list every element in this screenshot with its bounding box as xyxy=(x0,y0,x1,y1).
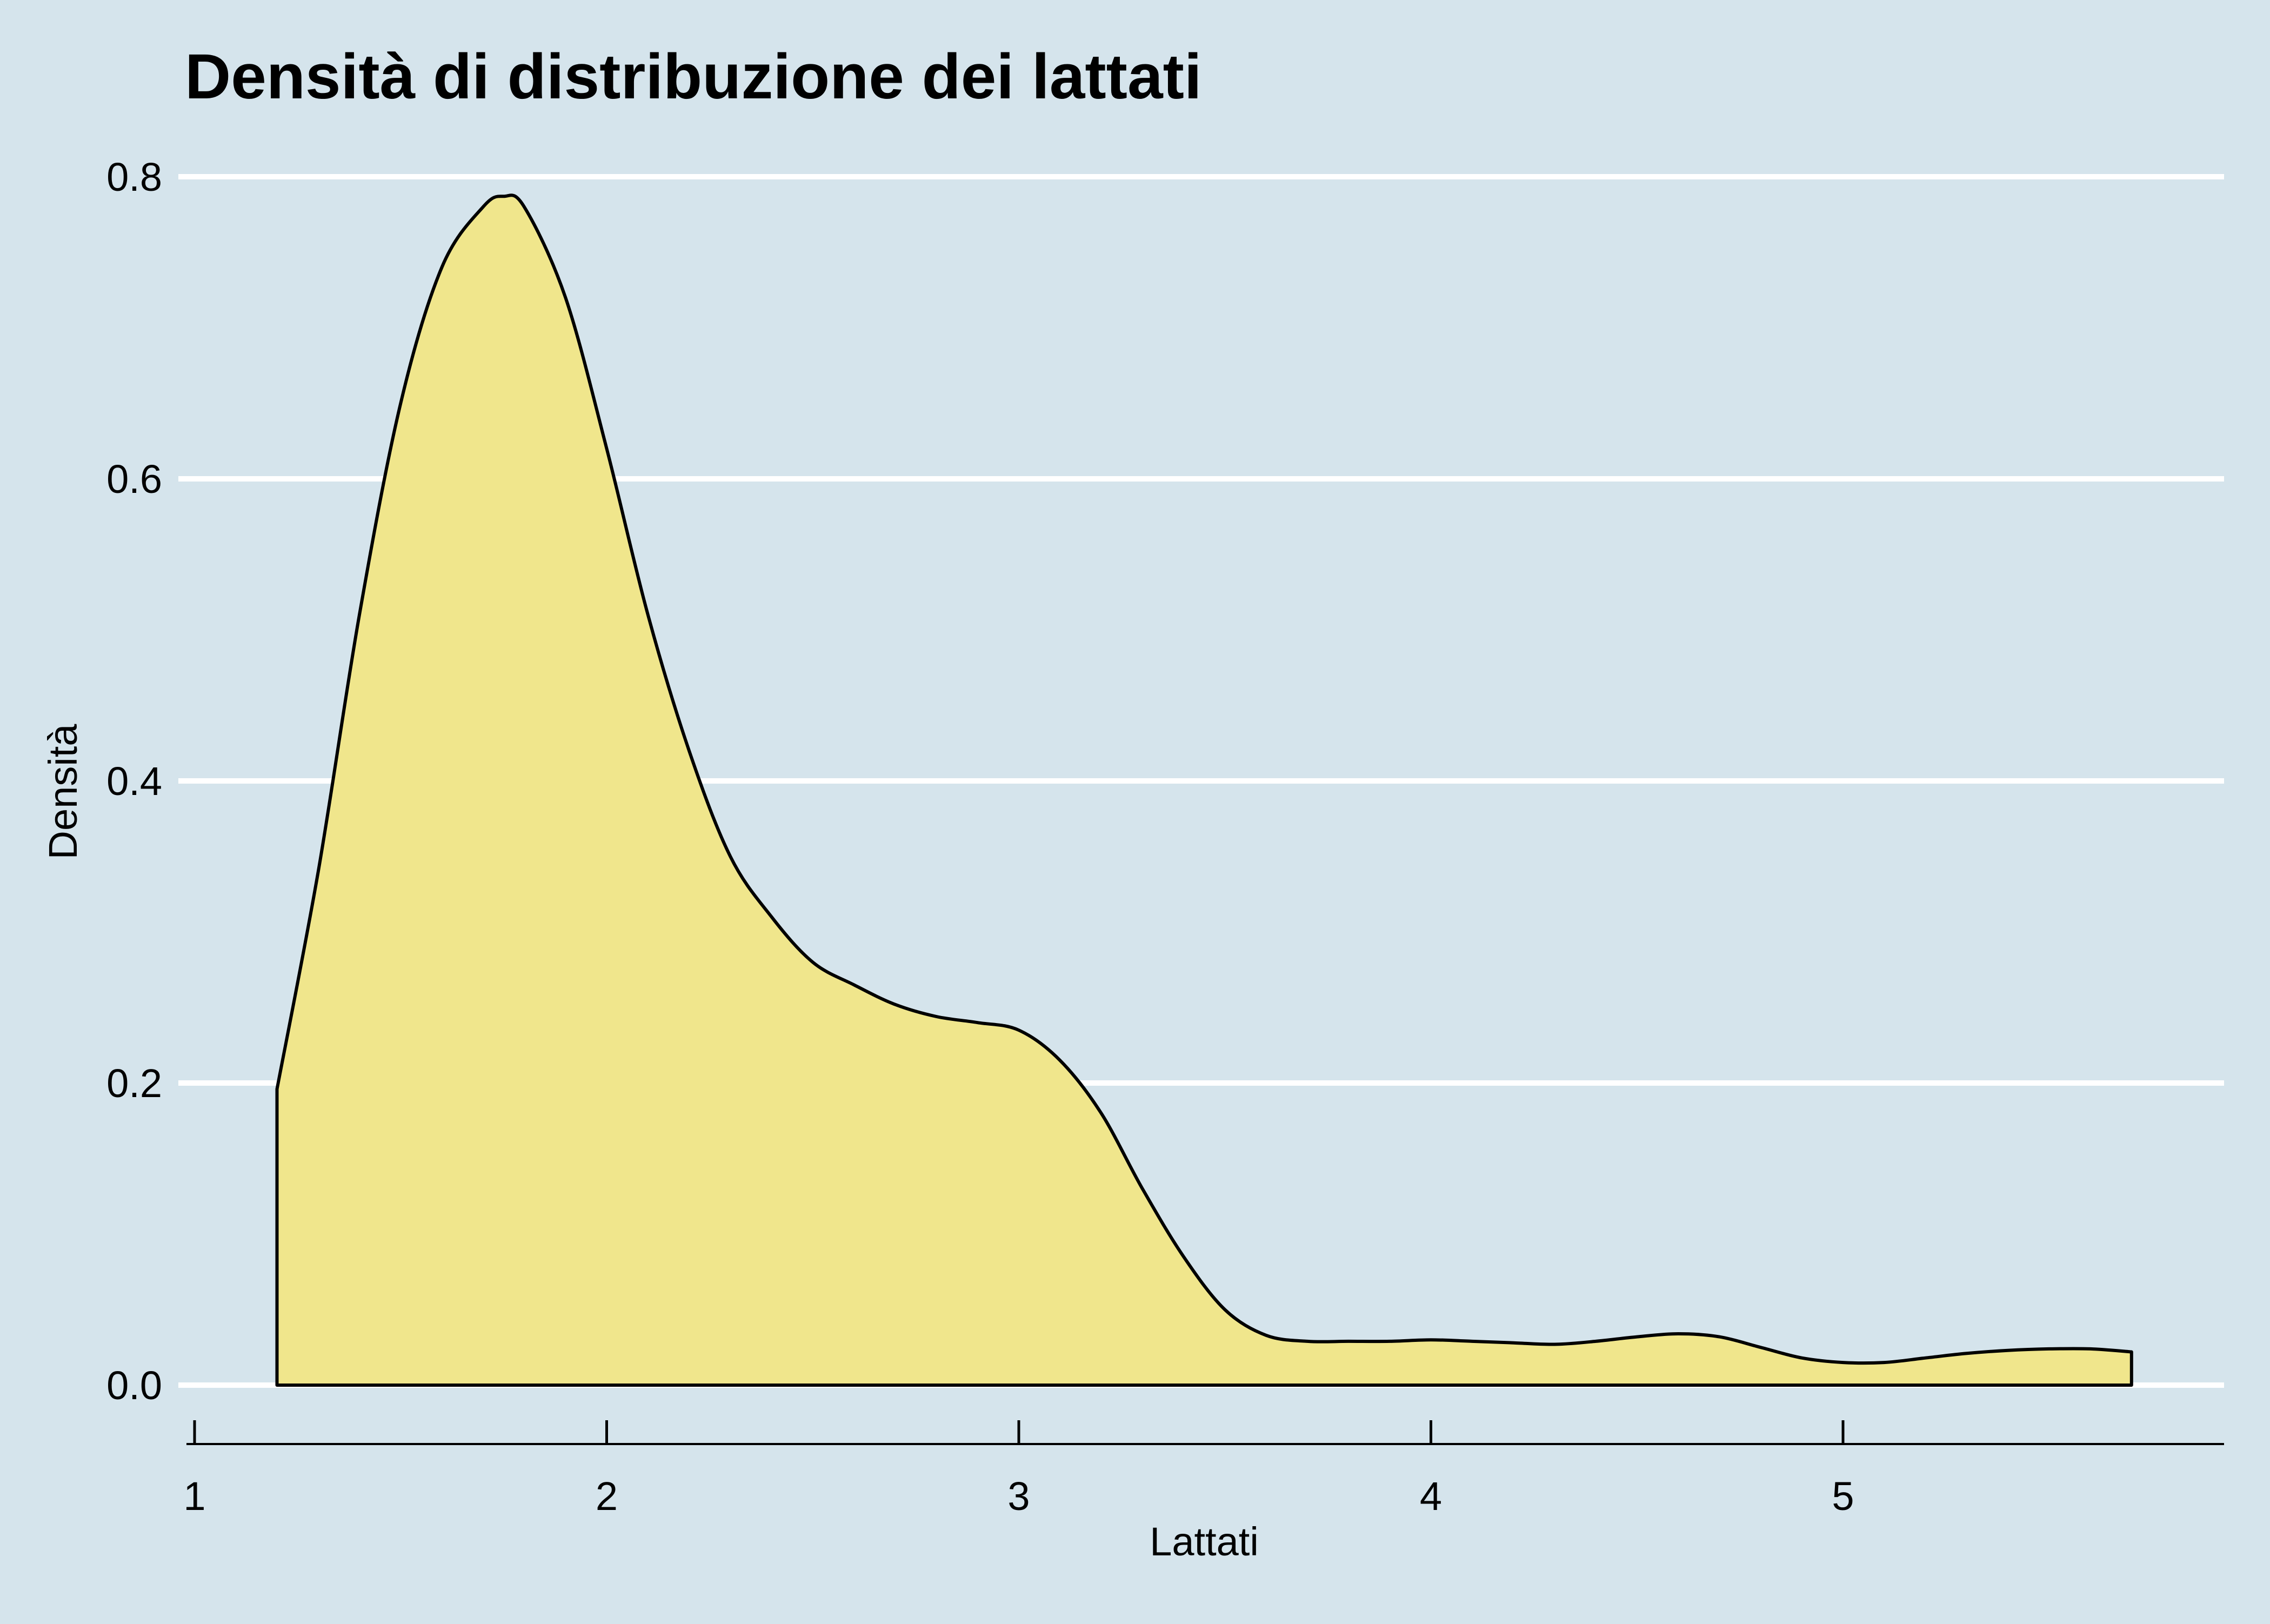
x-tick-label: 4 xyxy=(1420,1474,1442,1519)
x-tick-label: 1 xyxy=(183,1474,205,1519)
x-tick-label: 3 xyxy=(1007,1474,1030,1519)
y-tick-label: 0.8 xyxy=(106,155,162,199)
y-tick-label: 0.4 xyxy=(106,759,162,804)
y-tick-label: 0.6 xyxy=(106,457,162,502)
y-axis-tick-labels: 0.0 0.2 0.4 0.6 0.8 xyxy=(106,155,162,1408)
chart-title: Densità di distribuzione dei lattati xyxy=(185,41,1202,112)
y-axis-title: Densità xyxy=(41,724,85,860)
x-tick-label: 2 xyxy=(596,1474,618,1519)
x-tick-label: 5 xyxy=(1832,1474,1854,1519)
density-area xyxy=(275,193,2133,1387)
y-tick-label: 0.2 xyxy=(106,1061,162,1106)
y-tick-label: 0.0 xyxy=(106,1363,162,1408)
x-axis-title: Lattati xyxy=(1150,1519,1259,1564)
x-axis: 1 2 3 4 5 xyxy=(183,1420,2224,1519)
density-curve xyxy=(275,193,2133,1387)
